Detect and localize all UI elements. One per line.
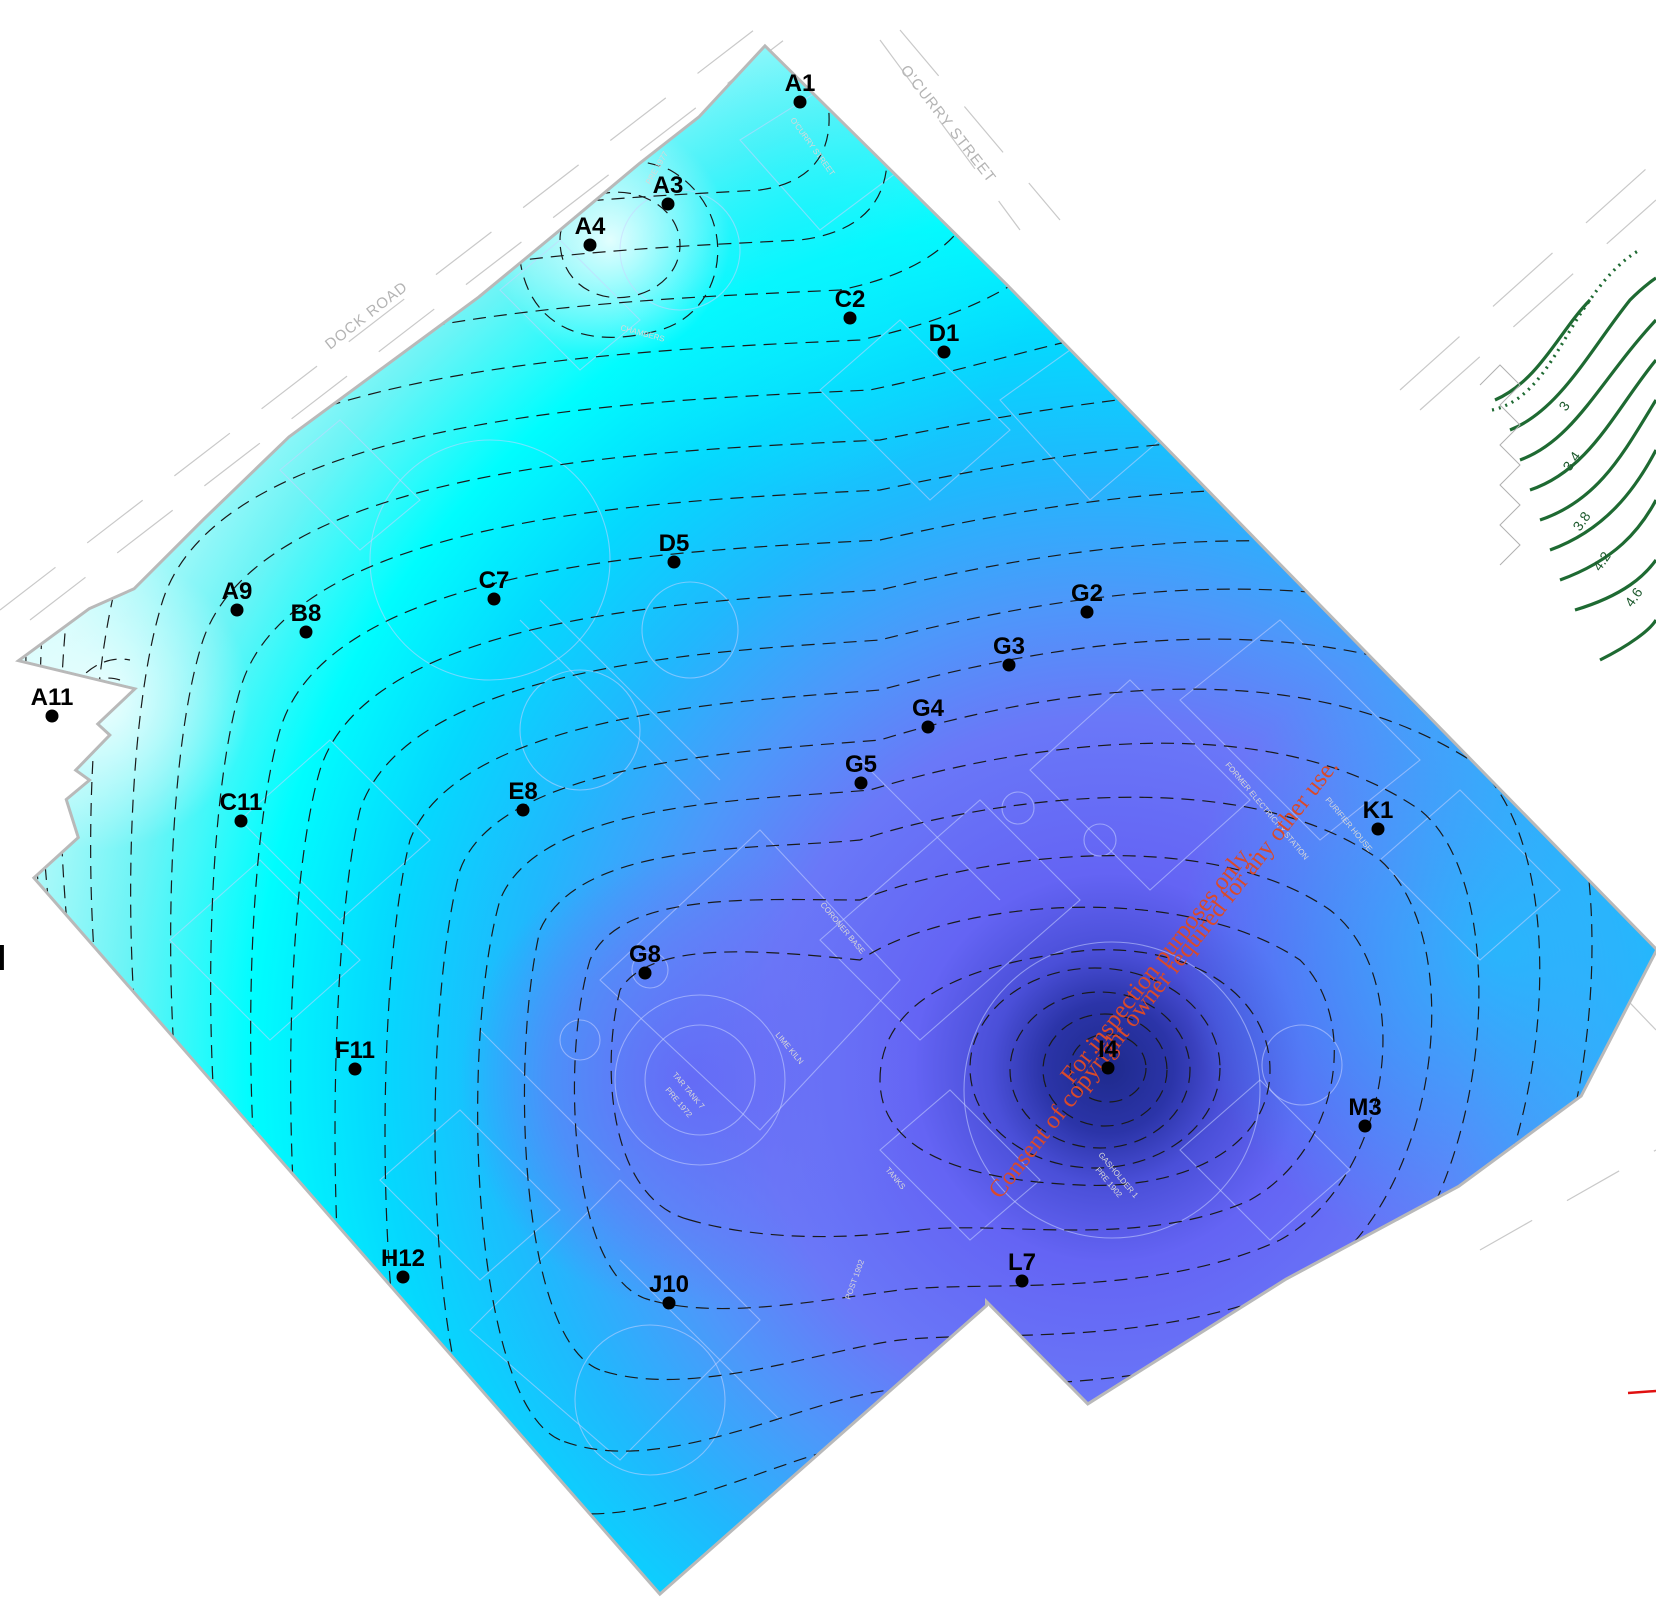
sample-point-marker [1371,822,1385,836]
sample-point-marker [667,555,681,569]
sample-point: E8 [508,778,538,817]
sample-point: H12 [381,1245,425,1284]
sample-point-marker [230,603,244,617]
sample-point-label: M3 [1348,1094,1381,1121]
sample-point-marker [1101,1061,1115,1075]
sample-point-marker [1080,605,1094,619]
sample-point-marker [937,345,951,359]
sample-point: F11 [335,1037,375,1076]
legend-label: 3 [1555,398,1573,414]
sample-point-label: D1 [929,320,960,347]
sample-point-label: K1 [1363,797,1394,824]
sample-point: G3 [993,633,1025,672]
sample-point-marker [638,966,652,980]
sample-point-marker [396,1270,410,1284]
sample-point-label: F11 [335,1037,375,1064]
sample-point-label: A3 [653,172,684,199]
legend-step-lines [1479,364,1521,566]
sample-point-marker [1015,1274,1029,1288]
legend-label: 3.4 [1559,448,1583,473]
sample-point: L7 [1008,1249,1036,1288]
sample-point-marker [793,95,807,109]
building-plan [169,89,1561,1476]
sample-point: D5 [659,530,690,569]
sample-point-label: G2 [1071,580,1103,607]
street-label-dock-road: DOCK ROAD [322,278,411,353]
sample-point-marker [234,814,248,828]
sample-point-label: A1 [785,70,816,97]
sample-point: I4 [1098,1036,1119,1075]
sample-point-label: E8 [508,778,537,805]
sample-point-label: C2 [835,286,866,313]
sample-point-label: L7 [1008,1249,1036,1276]
sample-point: A3 [653,172,684,211]
sample-point-label: G8 [629,941,661,968]
sample-point-label: A9 [222,578,253,605]
street-label-ocurry-street: O'CURRY STREET [897,62,999,186]
sample-point: A9 [222,578,253,617]
sample-point: G5 [845,751,877,790]
sample-point: B8 [291,600,322,639]
sample-point: A11 [31,684,74,723]
sample-point-label: C11 [220,789,263,816]
sample-point: G8 [629,941,661,980]
sample-point-label: C7 [479,567,510,594]
sample-point-marker [1358,1119,1372,1133]
sample-point-marker [661,197,675,211]
sample-point-marker [843,311,857,325]
sample-points: A1 A3 A4 C2 D1 D5 A9 B8 C7 G2 G3 G4 A11 G5 E8 C11 K1 G8 F1… [31,70,1394,1310]
sample-point-marker [516,803,530,817]
sample-point-label: G4 [912,695,945,722]
sample-point: K1 [1363,797,1394,836]
sample-point-marker [854,776,868,790]
sample-point-label: G3 [993,633,1025,660]
side-label: el [0,940,6,978]
sample-point-marker [583,238,597,252]
sample-point-marker [299,625,313,639]
sample-point: G4 [912,695,945,734]
legend-contours [1491,248,1656,662]
sample-point-marker [348,1062,362,1076]
sample-point-label: B8 [291,600,322,627]
sample-point-label: A4 [575,213,606,240]
sample-point-label: J10 [649,1271,689,1298]
sample-point: D1 [929,320,960,359]
sample-point-marker [45,709,59,723]
sample-point: M3 [1348,1094,1382,1133]
sample-point-label: G5 [845,751,877,778]
sample-point-marker [487,592,501,606]
sample-point-marker [921,720,935,734]
sample-point-marker [662,1296,676,1310]
sample-point: G2 [1071,580,1103,619]
north-arrow-fragment [1627,1389,1656,1395]
sample-point: A1 [785,70,816,109]
sample-point-label: D5 [659,530,690,557]
sample-point: A4 [575,213,606,252]
sample-point: C2 [835,286,866,325]
sample-point-label: H12 [381,1245,425,1272]
sample-point: J10 [649,1271,689,1310]
sample-point: C7 [479,567,510,606]
sample-point: C11 [220,789,263,828]
sample-point-label: I4 [1098,1036,1119,1063]
sample-point-marker [1002,658,1016,672]
sample-point-label: A11 [31,684,74,711]
